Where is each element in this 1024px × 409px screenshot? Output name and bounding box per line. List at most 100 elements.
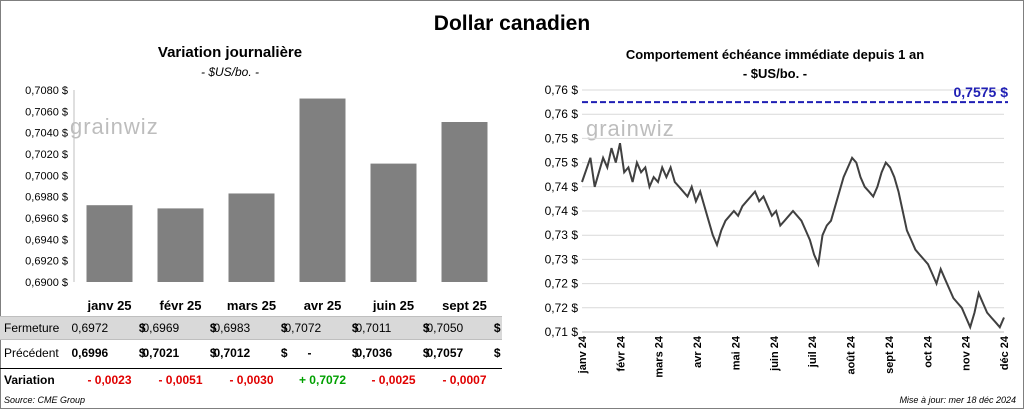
y-tick-label: 0,73 $ bbox=[545, 228, 579, 242]
y-tick-label: 0,7040 $ bbox=[25, 128, 68, 140]
table-cell: 0,7011 $ bbox=[356, 321, 432, 335]
cell-value: 0,7057 bbox=[426, 346, 464, 360]
row-label: Précédent bbox=[4, 346, 59, 360]
x-tick-label: déc 24 bbox=[999, 335, 1011, 370]
y-tick-label: 0,72 $ bbox=[545, 301, 579, 315]
table-cell: 0,7021 $ bbox=[143, 346, 219, 360]
x-tick-label: févr 24 bbox=[615, 335, 627, 371]
bar bbox=[370, 163, 417, 282]
cell-value: 0,6996 bbox=[71, 346, 109, 360]
table-cell: - $ bbox=[285, 346, 361, 360]
bar bbox=[157, 208, 204, 282]
table-cell: + 0,7072 bbox=[298, 373, 347, 387]
bar bbox=[228, 193, 275, 282]
cell-value: - bbox=[307, 346, 312, 360]
x-tick-label: août 24 bbox=[846, 335, 858, 374]
cell-unit: $ bbox=[280, 321, 288, 335]
y-tick-label: 0,75 $ bbox=[545, 156, 579, 170]
y-tick-label: 0,71 $ bbox=[545, 325, 579, 339]
cell-value: 0,6972 bbox=[71, 321, 109, 335]
bar-chart-subtitle: - $US/bo. - bbox=[200, 65, 260, 79]
grainwiz-logo: grainwiz bbox=[70, 114, 159, 139]
y-tick-label: 0,72 $ bbox=[545, 277, 579, 291]
table-row-close: Fermeture 0,6972 $0,6969 $0,6983 $0,7072 $0,… bbox=[0, 316, 502, 340]
cell-value: 0,7050 bbox=[426, 321, 464, 335]
row-label: Fermeture bbox=[4, 321, 60, 335]
y-tick-label: 0,74 $ bbox=[545, 204, 579, 218]
cell-unit: $ bbox=[209, 321, 217, 335]
x-tick-label: juin 25 bbox=[372, 298, 414, 312]
table-cell: 0,7012 $ bbox=[214, 346, 290, 360]
bar bbox=[299, 98, 346, 283]
table-cell: - 0,0051 bbox=[158, 373, 203, 387]
cell-unit: $ bbox=[493, 346, 501, 360]
y-tick-label: 0,7000 $ bbox=[25, 170, 68, 182]
table-cell: - 0,0007 bbox=[442, 373, 487, 387]
cell-unit: $ bbox=[422, 321, 430, 335]
cell-unit: $ bbox=[493, 321, 501, 335]
row-label: Variation bbox=[4, 373, 55, 387]
cell-unit: $ bbox=[351, 321, 359, 335]
x-tick-label: sept 24 bbox=[884, 335, 896, 374]
cell-unit: $ bbox=[138, 346, 146, 360]
cell-value: 0,7011 bbox=[355, 321, 392, 335]
cell-unit: $ bbox=[351, 346, 359, 360]
table-cell: 0,7072 $ bbox=[285, 321, 361, 335]
y-tick-label: 0,6920 $ bbox=[25, 256, 68, 268]
line-chart: grainwiz 0,71 $ 0,72 $ 0,72 $ 0,73 $ 0,73 $ 0… bbox=[545, 83, 1011, 378]
y-tick-label: 0,7080 $ bbox=[25, 85, 68, 97]
x-tick-label: janv 25 bbox=[86, 298, 131, 312]
cell-unit: $ bbox=[138, 321, 146, 335]
table-cell: 0,7036 $ bbox=[356, 346, 432, 360]
x-tick-label: juil 24 bbox=[807, 335, 819, 368]
table-cell: - 0,0030 bbox=[229, 373, 274, 387]
table-cell: 0,6972 $ bbox=[72, 321, 148, 335]
x-tick-label: mars 24 bbox=[654, 335, 666, 377]
y-tick-label: 0,7020 $ bbox=[25, 149, 68, 161]
x-tick-label: mars 25 bbox=[227, 298, 276, 312]
page-title: Dollar canadien bbox=[433, 12, 591, 35]
x-tick-label: oct 24 bbox=[922, 335, 934, 368]
x-tick-label: sept 25 bbox=[442, 298, 487, 312]
y-tick-label: 0,73 $ bbox=[545, 252, 579, 266]
y-tick-label: 0,6900 $ bbox=[25, 277, 68, 289]
price-line bbox=[581, 142, 1005, 331]
x-tick-label: janv 24 bbox=[577, 335, 589, 374]
y-tick-label: 0,75 $ bbox=[545, 131, 579, 145]
table-cell: 0,7057 $ bbox=[427, 346, 503, 360]
y-tick-label: 0,6960 $ bbox=[25, 213, 68, 225]
x-tick-label: avr 24 bbox=[692, 335, 704, 368]
x-tick-label: nov 24 bbox=[961, 335, 973, 371]
table-cell: 0,6969 $ bbox=[143, 321, 219, 335]
y-tick-label: 0,6940 $ bbox=[25, 234, 68, 246]
y-tick-label: 0,74 $ bbox=[545, 180, 579, 194]
bar-chart-title: Variation journalière bbox=[157, 44, 303, 61]
bar bbox=[86, 205, 133, 282]
table-cell: 0,6983 $ bbox=[214, 321, 290, 335]
table-cell: - 0,0025 bbox=[371, 373, 416, 387]
cell-unit: $ bbox=[422, 346, 430, 360]
bar-chart: grainwiz 0,6900 $ 0,6920 $ 0,6940 $ 0,6960 … bbox=[25, 85, 488, 312]
cell-unit: $ bbox=[209, 346, 217, 360]
reference-label: 0,7575 $ bbox=[954, 84, 1009, 100]
x-tick-label: avr 25 bbox=[304, 298, 342, 312]
table-cell: 0,6996 $ bbox=[72, 346, 148, 360]
cell-value: 0,7072 bbox=[284, 321, 322, 335]
y-tick-label: 0,76 $ bbox=[545, 83, 579, 97]
cell-unit: $ bbox=[280, 346, 288, 360]
bar bbox=[441, 122, 488, 282]
cell-value: 0,6969 bbox=[142, 321, 180, 335]
update-note: Mise à jour: mer 18 déc 2024 bbox=[899, 395, 1016, 405]
table-cell: - 0,0023 bbox=[87, 373, 132, 387]
y-tick-label: 0,7060 $ bbox=[25, 106, 68, 118]
x-tick-label: juin 24 bbox=[769, 335, 781, 372]
cell-value: 0,7012 bbox=[213, 346, 251, 360]
line-chart-title: Comportement échéance immédiate depuis 1… bbox=[625, 47, 925, 62]
table-cell: 0,7050 $ bbox=[427, 321, 503, 335]
x-tick-label: mai 24 bbox=[730, 335, 742, 370]
cell-value: 0,6983 bbox=[213, 321, 251, 335]
table-row-variation: Variation - 0,0023 - 0,0051 - 0,0030 + 0,70… bbox=[0, 368, 502, 391]
source-note: Source: CME Group bbox=[4, 395, 86, 405]
line-chart-subtitle: - $US/bo. - bbox=[742, 66, 808, 81]
y-tick-label: 0,76 $ bbox=[545, 107, 579, 121]
